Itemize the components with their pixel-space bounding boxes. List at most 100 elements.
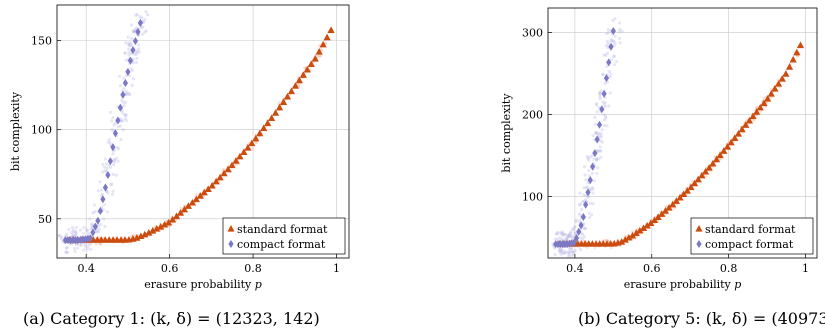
standard-format-point — [676, 193, 684, 201]
standard-format-point — [709, 159, 717, 167]
standard-format-point — [319, 40, 327, 48]
standard-format-point — [172, 212, 181, 220]
standard-format-point — [291, 82, 299, 89]
standard-format-point — [723, 143, 732, 150]
standard-format-point — [275, 103, 284, 111]
compact-format-point — [105, 170, 111, 179]
x-tick-label: 1 — [802, 262, 809, 275]
standard-format-point — [680, 190, 688, 198]
plot-frame — [547, 7, 818, 259]
standard-format-point — [727, 138, 735, 146]
x-axis-label: erasure probability p — [144, 278, 262, 291]
compact-format-point — [571, 238, 577, 247]
plot-frame — [56, 4, 350, 259]
compact-format-point — [122, 79, 129, 88]
standard-format-point — [683, 187, 691, 194]
standard-format-point — [734, 130, 743, 137]
legend-entry: standard format — [237, 223, 328, 236]
standard-format-point — [654, 213, 662, 220]
compact-format-point — [578, 221, 584, 230]
standard-format-point — [749, 112, 757, 120]
standard-format-point — [617, 238, 626, 245]
standard-format-point — [720, 147, 728, 154]
compact-format-point — [608, 42, 614, 51]
legend: standard format compact format — [690, 217, 814, 255]
compact-format-point — [90, 228, 96, 237]
legend-diamond-marker — [696, 240, 702, 248]
standard-format-point — [698, 171, 706, 179]
standard-format-point — [256, 129, 264, 137]
compact-format-point — [596, 120, 603, 129]
standard-format-point — [785, 63, 794, 70]
standard-format-point — [268, 114, 276, 122]
x-tick-label: 0.6 — [161, 262, 179, 275]
series-diamond-0 — [62, 18, 144, 245]
compact-format-point — [120, 90, 126, 99]
figure-caption: (a) Category 1: (k, δ) = (12323, 142) — [23, 309, 320, 328]
standard-format-point — [161, 220, 169, 228]
standard-format-point — [157, 222, 165, 230]
compact-format-point — [587, 176, 593, 185]
standard-format-point — [271, 109, 280, 116]
y-tick-label: 100 — [31, 124, 52, 137]
compact-format-point — [112, 129, 118, 138]
standard-format-point — [133, 234, 141, 241]
standard-format-point — [767, 90, 775, 97]
standard-format-point — [260, 124, 268, 132]
compact-format-point — [573, 234, 580, 243]
standard-format-point — [789, 55, 797, 63]
standard-format-point — [248, 139, 256, 147]
compact-format-point — [115, 116, 121, 125]
compact-format-point — [603, 74, 610, 83]
compact-format-point — [125, 67, 131, 76]
x-tick-label: 0.8 — [720, 262, 738, 275]
standard-format-point — [778, 75, 786, 82]
compact-format-point — [110, 143, 116, 152]
standard-format-point — [252, 134, 260, 142]
standard-format-point — [643, 221, 651, 229]
standard-format-point — [793, 48, 801, 56]
legend-entry: compact format — [705, 238, 794, 251]
standard-format-point — [299, 71, 307, 78]
standard-format-point — [760, 99, 768, 107]
compact-format-point — [77, 235, 83, 244]
standard-format-point — [327, 26, 335, 34]
y-axis-label: bit complexity — [500, 93, 513, 173]
standard-format-point — [176, 209, 185, 216]
standard-format-point — [672, 197, 680, 204]
standard-format-point — [236, 152, 244, 160]
legend-triangle-marker — [227, 225, 235, 232]
standard-format-point — [315, 48, 323, 55]
y-tick-label: 150 — [31, 35, 52, 48]
standard-format-point — [771, 85, 779, 92]
compact-format-point — [580, 213, 586, 222]
compact-format-point — [589, 162, 596, 171]
standard-format-point — [701, 167, 710, 175]
standard-format-point — [774, 80, 783, 87]
legend-entry: compact format — [237, 238, 326, 251]
standard-format-point — [307, 60, 315, 68]
standard-format-point — [782, 70, 790, 77]
standard-format-point — [232, 157, 240, 164]
series-triangle-1 — [555, 41, 805, 247]
standard-format-point — [639, 224, 648, 231]
compact-format-point — [130, 46, 136, 55]
compact-format-point — [583, 200, 589, 209]
standard-format-point — [149, 227, 157, 234]
standard-format-point — [204, 185, 212, 193]
standard-format-point — [228, 161, 236, 169]
compact-format-point — [95, 216, 101, 225]
standard-format-point — [731, 134, 739, 141]
y-tick-label: 100 — [522, 191, 543, 204]
standard-format-point — [216, 173, 224, 181]
x-axis-label: erasure probability p — [624, 278, 742, 291]
compact-format-point — [102, 183, 108, 192]
standard-format-point — [625, 233, 633, 241]
standard-format-point — [137, 232, 145, 240]
series-diamond-1 — [553, 26, 616, 249]
standard-format-point — [628, 231, 637, 239]
x-tick-label: 0.4 — [566, 262, 584, 275]
compact-format-point — [87, 234, 93, 243]
standard-format-point — [764, 95, 772, 102]
